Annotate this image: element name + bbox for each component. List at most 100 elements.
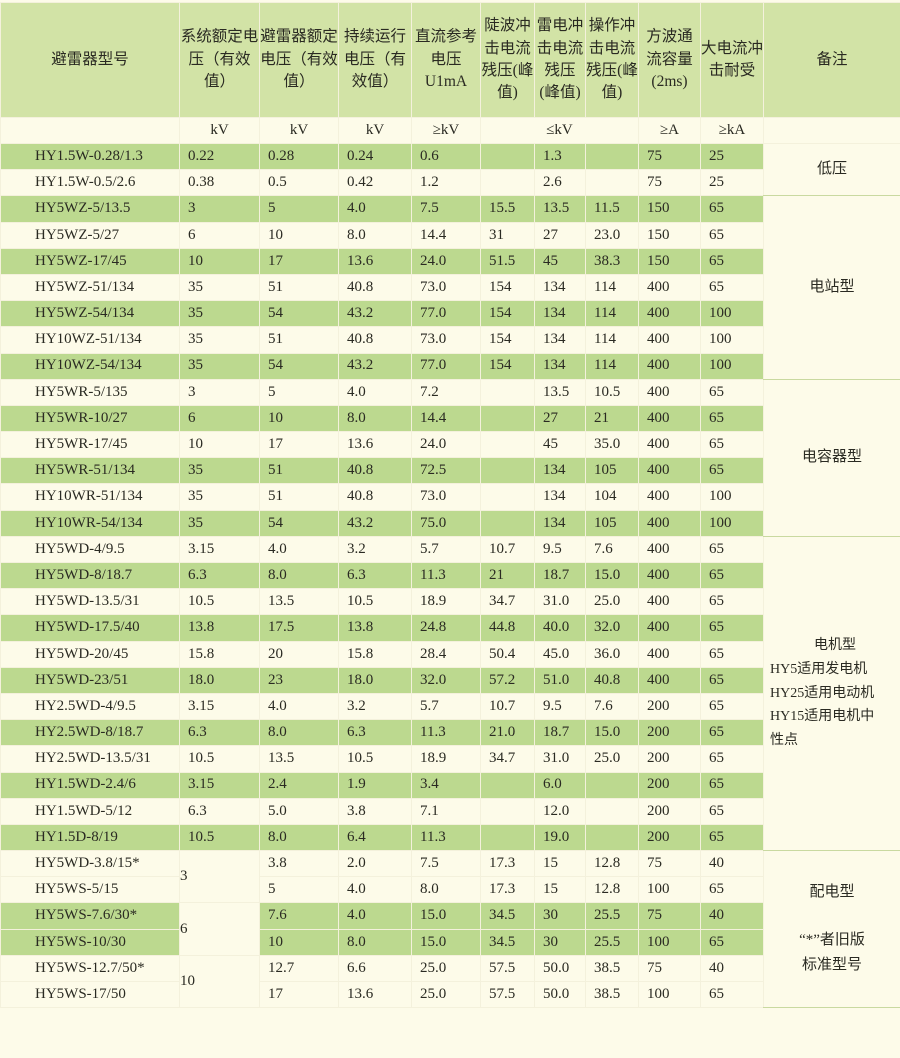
value-cell: 11.3	[412, 720, 481, 746]
value-cell: 35	[180, 484, 260, 510]
model-cell: HY5WR-17/45	[1, 432, 180, 458]
value-cell: 65	[701, 641, 764, 667]
value-cell: 17	[260, 432, 339, 458]
value-cell: 57.5	[481, 955, 535, 981]
value-cell	[481, 772, 535, 798]
value-cell: 14.4	[412, 222, 481, 248]
model-cell: HY1.5WD-5/12	[1, 798, 180, 824]
value-cell: 13.5	[260, 589, 339, 615]
value-cell: 31.0	[535, 746, 586, 772]
value-cell: 25.0	[586, 746, 639, 772]
value-cell: 65	[701, 824, 764, 850]
value-cell: 105	[586, 510, 639, 536]
value-cell: 11.3	[412, 563, 481, 589]
value-cell: 10.5	[339, 589, 412, 615]
value-cell: 40.0	[535, 615, 586, 641]
value-cell: 7.1	[412, 798, 481, 824]
value-cell: 51.5	[481, 248, 535, 274]
value-cell: 10	[260, 929, 339, 955]
value-cell: 51	[260, 327, 339, 353]
unit-cell	[764, 118, 900, 144]
model-cell: HY5WR-5/135	[1, 379, 180, 405]
model-cell: HY5WD-13.5/31	[1, 589, 180, 615]
value-cell: 65	[701, 379, 764, 405]
value-cell: 17	[260, 982, 339, 1008]
model-cell: HY5WZ-5/13.5	[1, 196, 180, 222]
value-cell: 28.4	[412, 641, 481, 667]
value-cell: 8.0	[260, 824, 339, 850]
value-cell: 75	[639, 851, 701, 877]
value-cell: 100	[701, 327, 764, 353]
value-cell: 114	[586, 301, 639, 327]
remark-line: HY15适用电机中	[770, 705, 900, 729]
value-cell: 45.0	[535, 641, 586, 667]
value-cell: 40.8	[339, 327, 412, 353]
value-cell: 134	[535, 510, 586, 536]
value-cell: 34.7	[481, 746, 535, 772]
header-model: 避雷器型号	[1, 3, 180, 118]
value-cell: 15	[535, 877, 586, 903]
value-cell: 6.3	[339, 563, 412, 589]
value-cell: 18.7	[535, 563, 586, 589]
value-cell: 13.5	[535, 196, 586, 222]
value-cell: 2.4	[260, 772, 339, 798]
value-cell: 150	[639, 196, 701, 222]
value-cell: 38.3	[586, 248, 639, 274]
value-cell: 150	[639, 222, 701, 248]
value-cell: 40	[701, 851, 764, 877]
value-cell: 36.0	[586, 641, 639, 667]
value-cell: 17	[260, 248, 339, 274]
value-cell: 0.22	[180, 144, 260, 170]
header-rated-voltage: 避雷器额定电压（有效值）	[260, 3, 339, 118]
value-cell: 10	[180, 248, 260, 274]
value-cell: 43.2	[339, 510, 412, 536]
value-cell: 24.0	[412, 248, 481, 274]
value-cell: 72.5	[412, 458, 481, 484]
value-cell: 65	[701, 248, 764, 274]
value-cell	[586, 772, 639, 798]
value-cell: 400	[639, 563, 701, 589]
value-cell: 3.15	[180, 536, 260, 562]
value-cell: 18.7	[535, 720, 586, 746]
value-cell: 34.7	[481, 589, 535, 615]
value-cell	[481, 824, 535, 850]
model-cell: HY5WZ-54/134	[1, 301, 180, 327]
value-cell: 35	[180, 301, 260, 327]
value-cell: 3.4	[412, 772, 481, 798]
model-cell: HY1.5W-0.28/1.3	[1, 144, 180, 170]
value-cell: 54	[260, 353, 339, 379]
value-cell: 31	[481, 222, 535, 248]
model-cell: HY5WZ-51/134	[1, 274, 180, 300]
model-cell: HY5WD-3.8/15*	[1, 851, 180, 877]
value-cell: 134	[535, 484, 586, 510]
value-cell: 65	[701, 720, 764, 746]
value-cell: 25.5	[586, 903, 639, 929]
value-cell: 154	[481, 353, 535, 379]
value-cell: 40.8	[339, 484, 412, 510]
header-switching-residual: 操作冲击电流残压(峰值)	[586, 3, 639, 118]
value-cell	[481, 144, 535, 170]
model-cell: HY1.5WD-2.4/6	[1, 772, 180, 798]
value-cell: 15.0	[412, 903, 481, 929]
value-cell: 5.0	[260, 798, 339, 824]
value-cell	[586, 170, 639, 196]
value-cell: 54	[260, 301, 339, 327]
model-cell: HY5WS-7.6/30*	[1, 903, 180, 929]
remark-cell: 配电型“*”者旧版标准型号	[764, 851, 900, 1008]
value-cell: 100	[701, 301, 764, 327]
value-cell: 40.8	[586, 667, 639, 693]
value-cell: 38.5	[586, 955, 639, 981]
value-cell: 65	[701, 563, 764, 589]
value-cell: 400	[639, 510, 701, 536]
value-cell: 35	[180, 510, 260, 536]
value-cell: 5.7	[412, 536, 481, 562]
model-cell: HY5WD-4/9.5	[1, 536, 180, 562]
value-cell: 10.7	[481, 536, 535, 562]
arrester-spec-table: 避雷器型号 系统额定电压（有效值） 避雷器额定电压（有效值） 持续运行电压（有效…	[0, 2, 900, 1008]
model-cell: HY5WD-23/51	[1, 667, 180, 693]
value-cell: 7.5	[412, 851, 481, 877]
value-cell: 10	[260, 222, 339, 248]
value-cell: 65	[701, 693, 764, 719]
